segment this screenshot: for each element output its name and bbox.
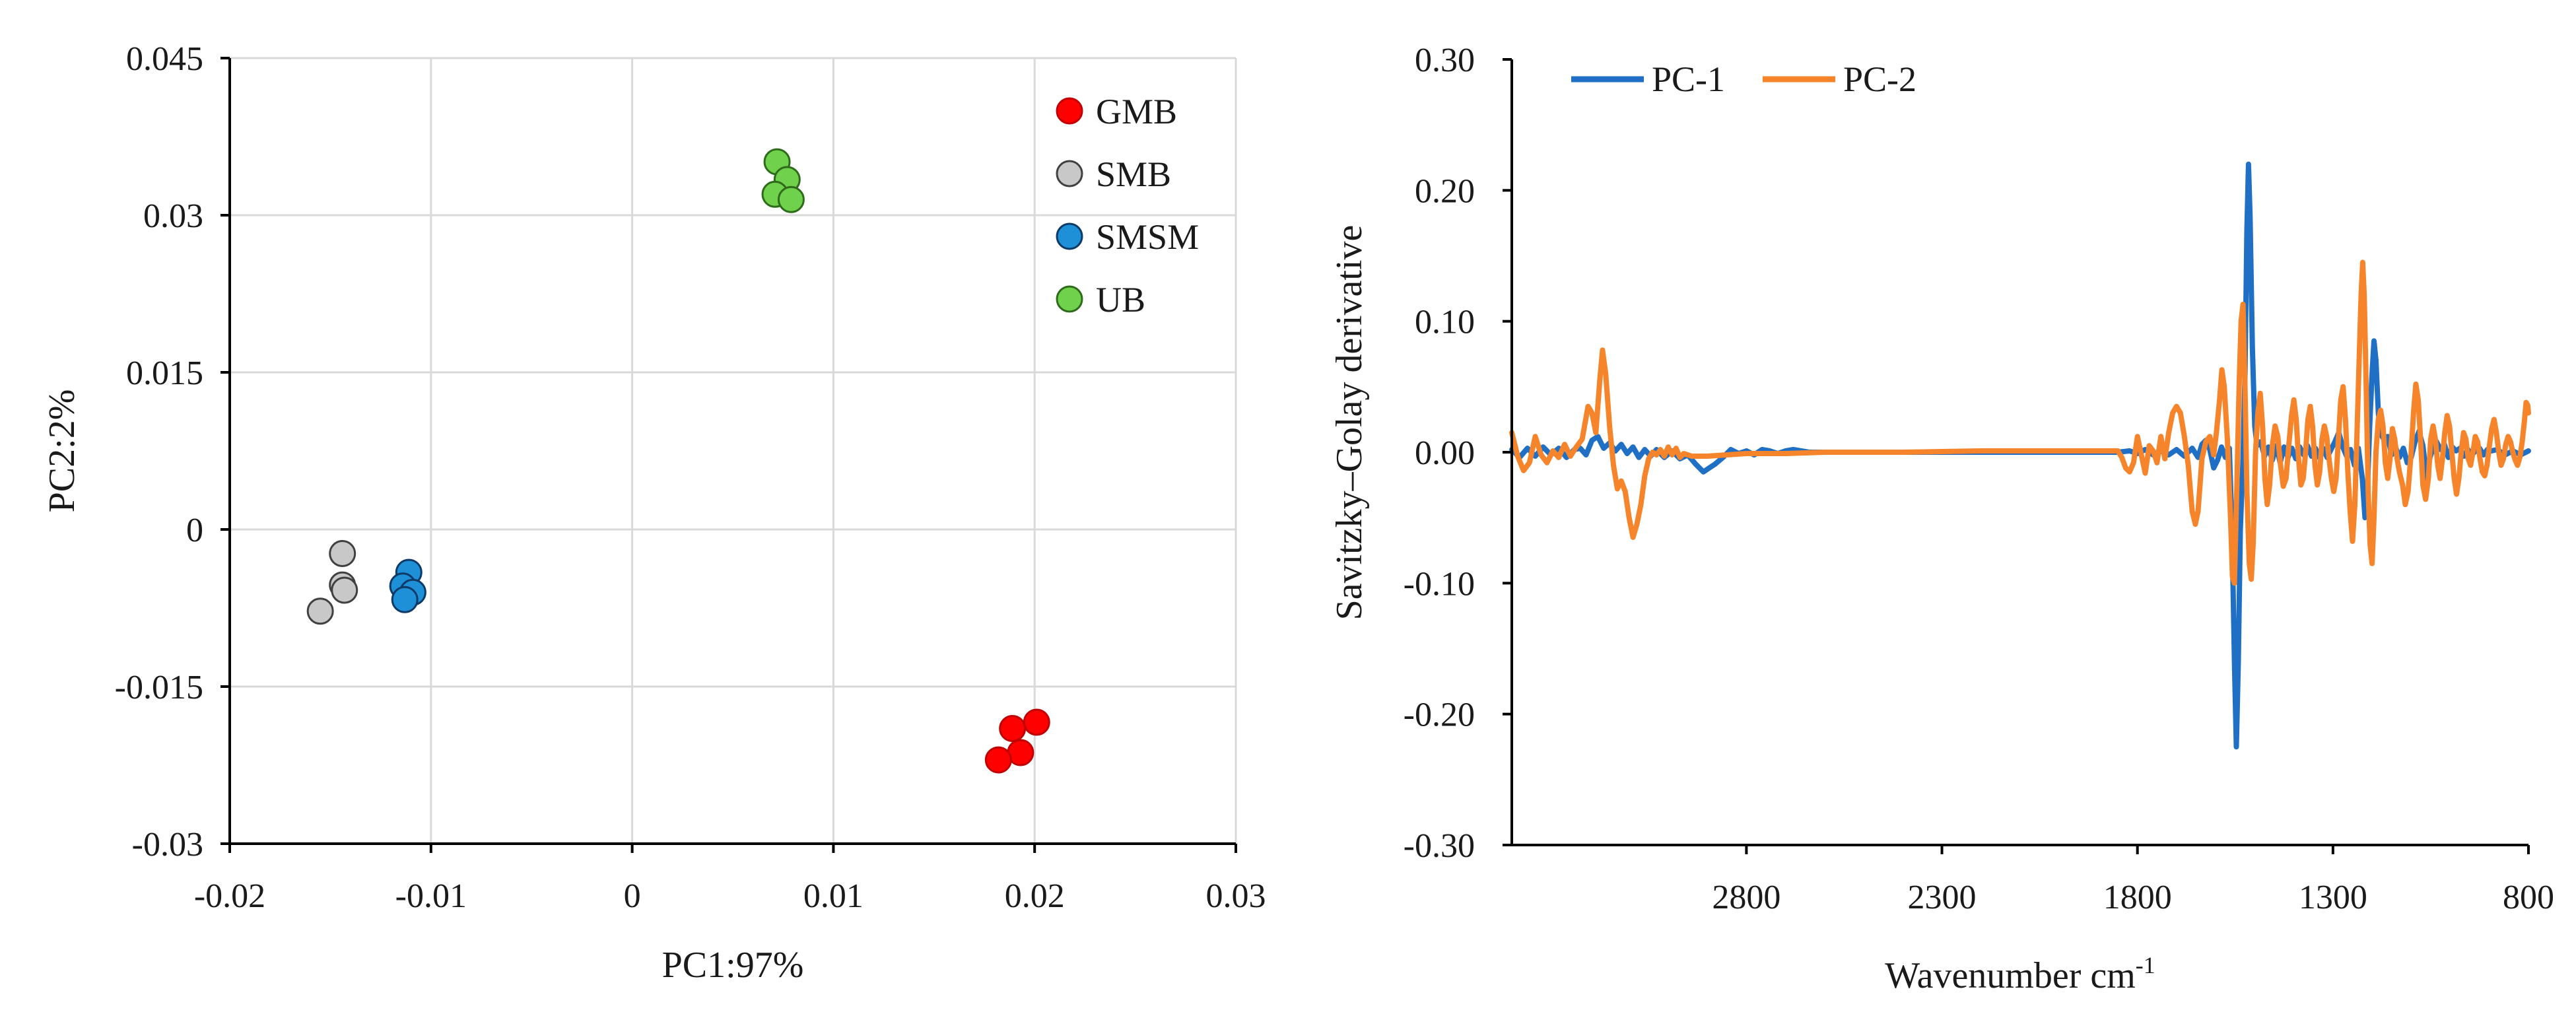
scatter-point — [329, 539, 356, 567]
line-x-tick-label: 2800 — [1712, 879, 1780, 916]
line-y-tick-label: -0.20 — [1404, 696, 1475, 734]
line-legend: PC-1 PC-2 — [1571, 59, 1916, 99]
scatter-plot-area — [230, 58, 1236, 844]
scatter-y-tick-label: 0.015 — [126, 355, 203, 392]
scatter-legend: GMB SMB SMSM UB — [1056, 92, 1199, 320]
line-y-axis-title: Savitzky–Golay derivative — [1329, 225, 1370, 621]
scatter-point — [984, 746, 1012, 774]
scatter-x-tick-label: 0.02 — [1005, 877, 1065, 915]
scatter-x-tick-label: 0.03 — [1206, 877, 1266, 915]
scatter-series-smsm — [389, 559, 426, 613]
scatter-y-axis-title: PC2:2% — [42, 389, 83, 513]
line-x-tick-label: 1800 — [2103, 879, 2172, 916]
scatter-x-tick-label: -0.02 — [194, 877, 265, 915]
line-x-axis-title-superscript: -1 — [2136, 952, 2155, 978]
scatter-x-axis-title: PC1:97% — [662, 945, 804, 986]
line-x-tick-label: 800 — [2503, 879, 2554, 916]
scatter-y-tick-labels: -0.03 -0.015 0 0.015 0.03 0.045 — [115, 40, 203, 864]
scatter-y-tick-label: 0.03 — [143, 197, 203, 235]
line-y-tick-label: 0.10 — [1415, 304, 1475, 341]
line-y-tick-label: 0.00 — [1415, 434, 1475, 472]
scatter-y-tick-label: 0.045 — [126, 40, 203, 78]
scatter-x-tick-label: -0.01 — [395, 877, 467, 915]
legend-marker-smsm — [1056, 222, 1083, 250]
scatter-x-tick-label: 0.01 — [803, 877, 864, 915]
scatter-x-tick-label: 0 — [624, 877, 641, 915]
scatter-series-ub — [761, 148, 805, 213]
line-series-group — [1509, 161, 2531, 750]
scatter-x-tick-labels: -0.02 -0.01 0 0.01 0.02 0.03 — [194, 877, 1266, 915]
line-x-tick-labels: 2800 2300 1800 1300 800 — [1712, 879, 2554, 916]
scatter-point — [777, 186, 805, 213]
line-y-tick-label: -0.10 — [1404, 565, 1475, 603]
line-y-tick-label: 0.20 — [1415, 172, 1475, 210]
line-y-tick-labels: -0.30 -0.20 -0.10 0.00 0.10 0.20 0.30 — [1404, 42, 1475, 865]
legend-label-pc-1: PC-1 — [1652, 59, 1725, 99]
line-x-tick-label: 1300 — [2299, 879, 2367, 916]
line-tick-marks — [1503, 58, 2530, 854]
pca-scatter-chart: -0.03 -0.015 0 0.015 0.03 0.045 -0.02 -0.01 0 0.… — [42, 40, 1266, 986]
loadings-line-chart: -0.30 -0.20 -0.10 0.00 0.10 0.20 0.30 2800 2300… — [1329, 42, 2554, 996]
line-series-pc-2 — [1509, 259, 2531, 586]
scatter-point — [1023, 708, 1050, 736]
line-x-axis-title: Wavenumber cm-1 — [1885, 952, 2155, 996]
scatter-point — [331, 576, 358, 604]
scatter-point — [999, 714, 1027, 742]
legend-label-pc-2: PC-2 — [1843, 59, 1916, 99]
scatter-series-gmb — [984, 708, 1050, 774]
line-y-tick-label: 0.30 — [1415, 42, 1475, 79]
legend-label-smb: SMB — [1096, 154, 1171, 194]
legend-label-smsm: SMSM — [1096, 217, 1199, 257]
scatter-y-tick-label: -0.015 — [115, 669, 203, 706]
scatter-series-smb — [306, 539, 358, 625]
line-x-axis-title-main: Wavenumber cm — [1885, 955, 2136, 996]
scatter-y-tick-label: -0.03 — [132, 826, 203, 864]
legend-label-gmb: GMB — [1096, 92, 1177, 131]
scatter-point — [391, 586, 419, 613]
scatter-gridlines — [230, 57, 1237, 844]
scatter-y-tick-label: 0 — [186, 512, 203, 549]
legend-label-ub: UB — [1096, 280, 1145, 320]
scatter-point — [306, 597, 334, 625]
line-y-tick-label: -0.30 — [1404, 827, 1475, 865]
legend-marker-gmb — [1056, 97, 1083, 125]
scatter-points — [306, 148, 1050, 774]
legend-marker-smb — [1056, 160, 1083, 187]
line-x-tick-label: 2300 — [1908, 879, 1977, 916]
legend-marker-ub — [1056, 285, 1083, 313]
scatter-tick-marks — [220, 57, 1237, 853]
